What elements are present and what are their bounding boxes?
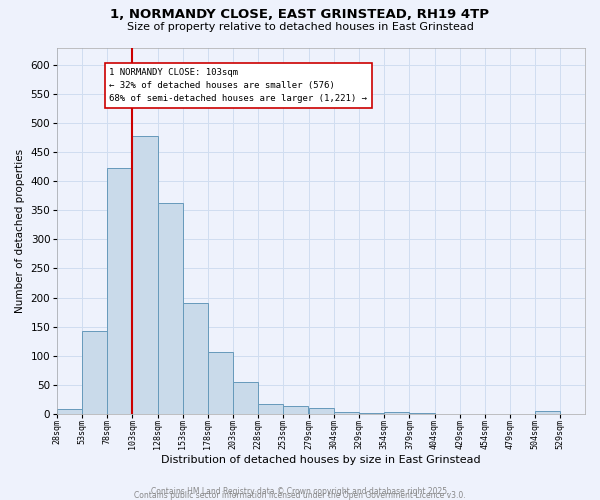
Bar: [535, 411, 560, 414]
Bar: [283, 406, 308, 414]
Bar: [233, 382, 258, 414]
Text: Size of property relative to detached houses in East Grinstead: Size of property relative to detached ho…: [127, 22, 473, 32]
Text: 1, NORMANDY CLOSE, EAST GRINSTEAD, RH19 4TP: 1, NORMANDY CLOSE, EAST GRINSTEAD, RH19 …: [110, 8, 490, 20]
Text: Contains public sector information licensed under the Open Government Licence v3: Contains public sector information licen…: [134, 491, 466, 500]
Bar: [182, 304, 208, 414]
Bar: [82, 332, 107, 414]
Bar: [258, 404, 283, 414]
Text: 1 NORMANDY CLOSE: 103sqm
← 32% of detached houses are smaller (576)
68% of semi-: 1 NORMANDY CLOSE: 103sqm ← 32% of detach…: [109, 68, 367, 104]
Text: Contains HM Land Registry data © Crown copyright and database right 2025.: Contains HM Land Registry data © Crown c…: [151, 487, 449, 496]
Bar: [334, 412, 359, 414]
X-axis label: Distribution of detached houses by size in East Grinstead: Distribution of detached houses by size …: [161, 455, 481, 465]
Bar: [385, 412, 409, 414]
Bar: [409, 412, 434, 414]
Bar: [57, 409, 82, 414]
Bar: [107, 168, 133, 414]
Bar: [208, 352, 233, 414]
Bar: [158, 204, 182, 414]
Bar: [133, 136, 158, 414]
Bar: [359, 412, 385, 414]
Bar: [309, 408, 334, 414]
Y-axis label: Number of detached properties: Number of detached properties: [15, 148, 25, 313]
